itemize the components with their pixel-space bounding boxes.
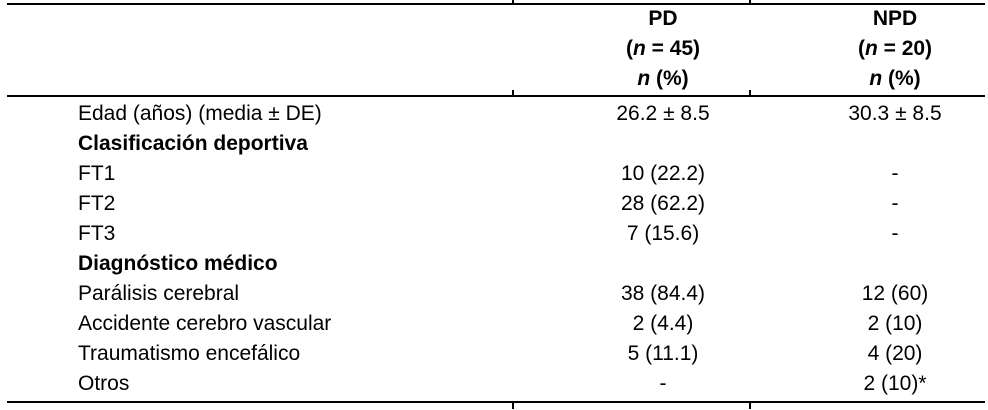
row-label: FT3 bbox=[78, 222, 116, 245]
n-value: = 20) bbox=[877, 37, 933, 60]
table-row-paralisis-cerebral: Parálisis cerebral 38 (84.4) 12 (60) bbox=[0, 279, 988, 309]
section-label: Clasificación deportiva bbox=[78, 132, 308, 155]
table-row-accidente-cerebro-vascular: Accidente cerebro vascular 2 (4.4) 2 (10… bbox=[0, 309, 988, 339]
table-row-edad: Edad (años) (media ± DE) 26.2 ± 8.5 30.3… bbox=[0, 99, 988, 129]
n-symbol: n bbox=[869, 67, 883, 90]
pd-value: 26.2 ± 8.5 bbox=[616, 102, 710, 125]
table-body: Edad (años) (media ± DE) 26.2 ± 8.5 30.3… bbox=[0, 99, 988, 399]
row-label: Traumatismo encefálico bbox=[78, 342, 301, 365]
npd-value: 30.3 ± 8.5 bbox=[848, 102, 942, 125]
npd-title: NPD bbox=[872, 7, 918, 30]
pd-value bbox=[524, 249, 802, 279]
npd-sample-size: (n = 20) bbox=[802, 34, 988, 64]
row-label: Accidente cerebro vascular bbox=[78, 312, 332, 335]
section-label: Diagnóstico médico bbox=[78, 252, 278, 275]
paren: ( bbox=[857, 37, 865, 60]
table-row-ft1: FT1 10 (22.2) - bbox=[0, 159, 988, 189]
pd-title: PD bbox=[648, 7, 678, 30]
paren: ( bbox=[625, 37, 633, 60]
pd-value: 2 (4.4) bbox=[632, 312, 694, 335]
n-value: = 45) bbox=[645, 37, 701, 60]
table-header-separator bbox=[7, 95, 985, 97]
percent-label: (%) bbox=[882, 67, 921, 90]
npd-value: - bbox=[891, 162, 899, 185]
npd-value bbox=[802, 129, 988, 159]
column-tick bbox=[749, 90, 751, 95]
pd-value: 7 (15.6) bbox=[626, 222, 700, 245]
table-top-border bbox=[7, 3, 985, 5]
percent-label: (%) bbox=[650, 67, 689, 90]
row-label: FT2 bbox=[78, 192, 116, 215]
row-label: Edad (años) (media ± DE) bbox=[78, 102, 322, 125]
table-row-ft3: FT3 7 (15.6) - bbox=[0, 219, 988, 249]
table-row-diagnostico-medico: Diagnóstico médico bbox=[0, 249, 988, 279]
row-label: FT1 bbox=[78, 162, 116, 185]
table-bottom-border bbox=[7, 401, 985, 403]
row-label: Parálisis cerebral bbox=[78, 282, 240, 305]
pd-unit: n (%) bbox=[524, 64, 802, 94]
npd-value: 2 (10) bbox=[867, 312, 923, 335]
pd-sample-size: (n = 45) bbox=[524, 34, 802, 64]
table-row-traumatismo-encefalico: Traumatismo encefálico 5 (11.1) 4 (20) bbox=[0, 339, 988, 369]
npd-value: - bbox=[891, 192, 899, 215]
column-header-pd: PD (n = 45) n (%) bbox=[524, 4, 802, 94]
npd-value bbox=[802, 249, 988, 279]
column-tick bbox=[749, 0, 751, 4]
n-symbol: n bbox=[864, 37, 878, 60]
header-empty-cell bbox=[0, 4, 524, 94]
n-symbol: n bbox=[632, 37, 646, 60]
npd-value: 12 (60) bbox=[861, 282, 929, 305]
column-tick bbox=[512, 403, 514, 409]
npd-unit: n (%) bbox=[802, 64, 988, 94]
table-header: PD (n = 45) n (%) NPD (n = 20) n (%) bbox=[0, 4, 988, 94]
n-symbol: n bbox=[637, 67, 651, 90]
table-row-ft2: FT2 28 (62.2) - bbox=[0, 189, 988, 219]
column-tick bbox=[512, 90, 514, 95]
pd-value: 28 (62.2) bbox=[620, 192, 706, 215]
column-header-npd: NPD (n = 20) n (%) bbox=[802, 4, 988, 94]
npd-value: 2 (10)* bbox=[863, 372, 927, 395]
pd-value: 5 (11.1) bbox=[627, 342, 699, 365]
row-label: Otros bbox=[78, 372, 130, 395]
pd-value bbox=[524, 129, 802, 159]
pd-value: 10 (22.2) bbox=[620, 162, 706, 185]
table-row-clasificacion-deportiva: Clasificación deportiva bbox=[0, 129, 988, 159]
column-tick bbox=[749, 403, 751, 409]
pd-value: 38 (84.4) bbox=[620, 282, 706, 305]
npd-value: - bbox=[891, 222, 899, 245]
column-tick bbox=[512, 0, 514, 4]
table-row-otros: Otros - 2 (10)* bbox=[0, 369, 988, 399]
pd-value: - bbox=[659, 372, 667, 395]
npd-value: 4 (20) bbox=[867, 342, 923, 365]
